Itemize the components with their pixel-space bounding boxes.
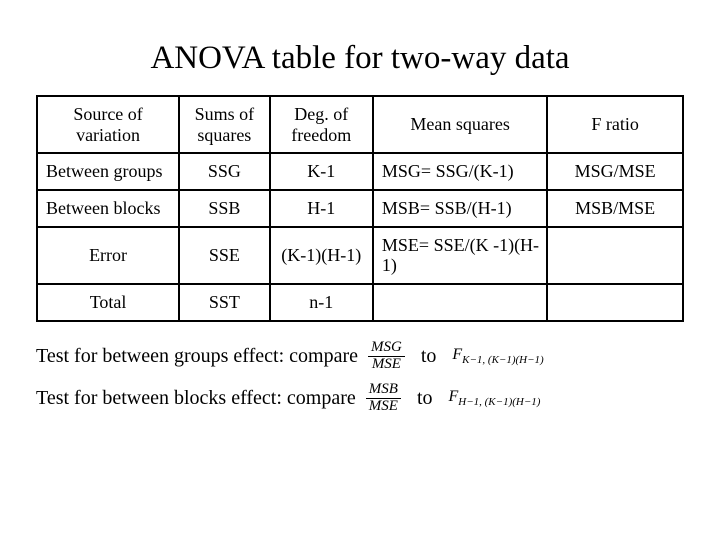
cell: H-1 <box>270 190 373 227</box>
test-blocks-text: Test for between blocks effect: compare <box>36 387 356 410</box>
cell: SSE <box>179 227 269 284</box>
cell: MSG/MSE <box>547 153 683 190</box>
col-header: Sums of squares <box>179 96 269 153</box>
test-groups-text: Test for between groups effect: compare <box>36 345 358 368</box>
f-distribution: FH−1, (K−1)(H−1) <box>449 388 541 408</box>
tests-section: Test for between groups effect: compare … <box>36 340 684 415</box>
col-header: Mean squares <box>373 96 547 153</box>
frac-num: MSB <box>366 382 401 399</box>
anova-table: Source of variation Sums of squares Deg.… <box>36 95 684 322</box>
table-row: Error SSE (K-1)(H-1) MSE= SSE/(K -1)(H-1… <box>37 227 683 284</box>
cell: Between groups <box>37 153 179 190</box>
frac-den: MSE <box>366 399 401 415</box>
cell: Between blocks <box>37 190 179 227</box>
cell: (K-1)(H-1) <box>270 227 373 284</box>
test-groups-line: Test for between groups effect: compare … <box>36 340 684 373</box>
cell: n-1 <box>270 284 373 321</box>
cell: MSB/MSE <box>547 190 683 227</box>
table-row: Between groups SSG K-1 MSG= SSG/(K-1) MS… <box>37 153 683 190</box>
fraction-msb-mse: MSB MSE <box>366 382 401 415</box>
cell: SSG <box>179 153 269 190</box>
to-text: to <box>415 345 443 368</box>
to-text: to <box>411 387 439 410</box>
frac-den: MSE <box>369 357 404 373</box>
cell <box>547 227 683 284</box>
frac-num: MSG <box>368 340 405 357</box>
cell: MSE= SSE/(K -1)(H-1) <box>373 227 547 284</box>
cell: MSB= SSB/(H-1) <box>373 190 547 227</box>
table-row: Between blocks SSB H-1 MSB= SSB/(H-1) MS… <box>37 190 683 227</box>
col-header: F ratio <box>547 96 683 153</box>
table-header-row: Source of variation Sums of squares Deg.… <box>37 96 683 153</box>
col-header: Source of variation <box>37 96 179 153</box>
table-row: Total SST n-1 <box>37 284 683 321</box>
cell: SSB <box>179 190 269 227</box>
cell: Error <box>37 227 179 284</box>
cell <box>373 284 547 321</box>
f-distribution: FK−1, (K−1)(H−1) <box>452 346 543 366</box>
col-header: Deg. of freedom <box>270 96 373 153</box>
cell: Total <box>37 284 179 321</box>
cell <box>547 284 683 321</box>
cell: K-1 <box>270 153 373 190</box>
cell: MSG= SSG/(K-1) <box>373 153 547 190</box>
page-title: ANOVA table for two-way data <box>36 40 684 77</box>
fraction-msg-mse: MSG MSE <box>368 340 405 373</box>
test-blocks-line: Test for between blocks effect: compare … <box>36 382 684 415</box>
cell: SST <box>179 284 269 321</box>
